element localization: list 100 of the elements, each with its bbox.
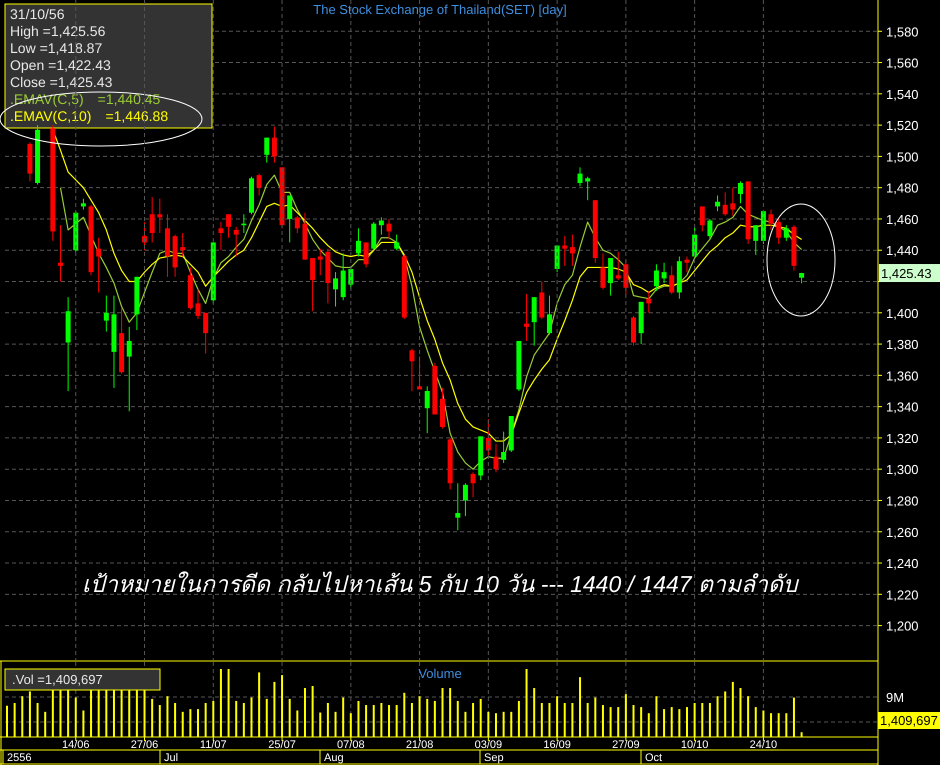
candlestick	[264, 137, 270, 164]
x-tick-label: 24/10	[750, 739, 778, 751]
text: 9M	[886, 690, 904, 705]
y-tick-label: 1,400	[886, 306, 919, 321]
y-tick-label: 1,460	[886, 212, 919, 227]
candlestick	[707, 218, 712, 240]
candlestick	[616, 251, 621, 280]
candlestick	[462, 482, 468, 517]
annotation: เป้าหมายในการดีด กลับไปหาเส้น 5 กับ 10 วัน --- 1440 / 1447 ตามลำดับ	[82, 571, 800, 597]
candlestick	[455, 482, 460, 531]
candlestick	[768, 209, 774, 230]
text: Aug	[324, 752, 344, 764]
candlestick	[722, 192, 728, 216]
candlestick	[294, 215, 300, 234]
text: Oct	[645, 752, 662, 764]
candlestick	[180, 232, 186, 257]
picture-volume-box: .Vol =1,409,697	[4, 668, 160, 690]
candlestick	[310, 258, 316, 312]
candlestick	[684, 256, 690, 273]
candlestick	[546, 295, 552, 336]
x-tick-label: 21/08	[406, 739, 434, 751]
candlestick	[730, 187, 736, 216]
y-tick-label: 1,240	[886, 556, 919, 572]
candlestick	[356, 228, 361, 257]
candlestick	[524, 294, 530, 342]
chart-title: The Stock Exchange of Thailand(SET) [day]	[313, 2, 567, 17]
candlestick	[272, 126, 277, 164]
candlestick	[753, 224, 758, 256]
candlestick	[378, 216, 384, 236]
candlestick	[196, 288, 201, 320]
candlestick	[784, 224, 789, 242]
x-tick-label: 10/10	[680, 739, 708, 751]
candlestick	[58, 224, 63, 282]
y-tick-label: 1,440	[886, 243, 919, 258]
candlestick	[585, 176, 590, 201]
y-tick-label: 1,300	[886, 462, 919, 478]
y-tick-label: 1,500	[886, 149, 919, 164]
candlestick	[234, 226, 239, 257]
candlestick	[715, 195, 720, 212]
candlestick	[578, 166, 583, 187]
x-tick-label: 16/09	[543, 739, 571, 751]
candlestick	[364, 242, 369, 268]
y-tick-label: 1,280	[886, 493, 919, 508]
candlestick	[654, 264, 659, 292]
text: 1,425.43	[881, 266, 932, 282]
candlestick	[409, 348, 414, 392]
candlestick	[700, 206, 705, 232]
candlestick	[287, 195, 292, 243]
candlestick	[318, 248, 323, 276]
candlestick	[80, 198, 86, 210]
x-tick-label: 03/09	[474, 739, 502, 751]
series-label: .EMAV(C,10)	[10, 108, 92, 124]
candlestick	[104, 295, 109, 332]
y-tick-label: 1,360	[886, 368, 919, 384]
y-tick-label: 1,340	[886, 400, 919, 415]
candlestick	[669, 265, 674, 295]
candlestick	[562, 236, 568, 266]
y-tick-label: 1,380	[886, 337, 919, 352]
annotation: Open =1,422.43	[10, 57, 112, 73]
candlestick	[662, 262, 667, 284]
x-tick-label: 27/06	[130, 739, 158, 751]
line-series	[60, 174, 802, 470]
candlestick	[203, 312, 208, 354]
candlestick	[424, 386, 430, 434]
y-tick-label: 1,560	[886, 56, 919, 71]
candlestick	[157, 198, 162, 234]
x-tick-label: 11/07	[200, 739, 227, 751]
annotation: =1,440.45	[98, 91, 161, 107]
chart-title: Volume	[418, 666, 462, 681]
candlestick	[493, 444, 498, 473]
text: 1,409,697	[880, 713, 938, 728]
candlestick	[570, 234, 575, 266]
candlestick	[600, 252, 606, 290]
candlestick	[126, 326, 132, 412]
y-tick-label: 1,580	[886, 24, 919, 40]
y-tick-label: 1,520	[886, 118, 919, 134]
candlestick	[394, 234, 400, 251]
candlestick	[386, 218, 392, 240]
y-tick-label: 1,320	[886, 430, 919, 446]
annotation: Low =1,418.87	[10, 40, 102, 56]
candlestick	[150, 196, 155, 243]
text: Sep	[484, 752, 504, 764]
annotation: .Vol =1,409,697	[12, 672, 103, 687]
annotation: =1,446.88	[105, 108, 168, 124]
candlestick	[776, 216, 782, 244]
candlestick	[96, 237, 102, 293]
candlestick	[646, 290, 652, 314]
candlestick	[470, 472, 476, 498]
annotation: High =1,425.56	[10, 23, 106, 39]
candlestick	[501, 431, 506, 464]
y-tick-label: 1,260	[886, 524, 919, 540]
x-tick-label: 14/06	[62, 739, 90, 751]
candlestick	[226, 214, 232, 238]
y-tick-label: 1,480	[886, 180, 919, 196]
x-tick-label: 07/08	[337, 739, 365, 751]
candlestick	[218, 222, 224, 251]
y-tick-label: 1,200	[886, 618, 919, 634]
candlestick	[256, 173, 262, 196]
text: Jul	[164, 752, 178, 764]
candlestick	[241, 214, 246, 234]
